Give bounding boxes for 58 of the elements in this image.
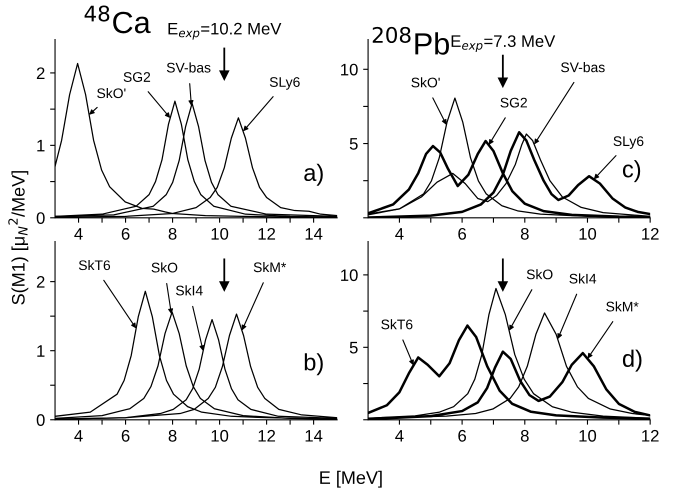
text: SV-bas xyxy=(561,62,605,72)
annotation: b) xyxy=(304,353,323,376)
x-tick-label: 10 xyxy=(212,430,228,442)
legend-label: SV-bas xyxy=(166,62,210,73)
x-tick-label: 10 xyxy=(579,430,596,442)
text: SkI4 xyxy=(569,273,596,284)
x-tick-label: 6 xyxy=(122,228,130,240)
text: SLy6 xyxy=(270,77,300,90)
text: $^{48}$Ca xyxy=(84,5,151,34)
x-tick-label: 14 xyxy=(306,430,322,442)
x-tick-label: 8 xyxy=(168,228,176,240)
x-tick-label: 4 xyxy=(395,228,404,240)
x-tick-label: 12 xyxy=(642,430,659,442)
text: SkT6 xyxy=(78,260,110,270)
y-tick-label: 2 xyxy=(36,276,44,288)
text: SLy6 xyxy=(614,136,644,149)
x-tick-label: 6 xyxy=(458,430,466,442)
annotation: d) xyxy=(622,350,642,372)
x-tick-label: 10 xyxy=(212,228,228,240)
annotation: a) xyxy=(304,164,323,186)
x-tick-label: 12 xyxy=(258,430,276,442)
x-tick-label: 12 xyxy=(642,228,659,240)
ref-line-label: E$_{exp}$=10.2 MeV xyxy=(168,22,282,40)
text: SkM* xyxy=(606,301,639,312)
series-label: SkI4 xyxy=(176,285,203,296)
y-tick-label: 10 xyxy=(341,269,358,282)
x-tick-label: 4 xyxy=(74,228,83,240)
y-tick-label: 0 xyxy=(36,212,45,224)
y-tick-label: 0 xyxy=(36,414,45,426)
text: SkM* xyxy=(254,262,286,272)
series-label: SkO' xyxy=(97,88,126,98)
text: SkT6 xyxy=(381,319,412,330)
annotation: $^{208}$Pb xyxy=(372,26,449,55)
text: SkO xyxy=(526,269,553,280)
annotation: c) xyxy=(622,160,640,182)
x-tick-label: 8 xyxy=(168,430,176,442)
ref-line-label: E$_{exp}$=7.3 MeV xyxy=(452,35,556,52)
y-tick-label: 1 xyxy=(37,345,45,357)
text: SkO xyxy=(152,262,178,273)
x-tick-label: 12 xyxy=(258,228,276,240)
x-tick-label: 10 xyxy=(579,228,596,240)
x-tick-label: 8 xyxy=(520,228,529,240)
x-axis-title: E [MeV] xyxy=(320,470,382,488)
y-tick-label: 2 xyxy=(36,67,44,79)
x-tick-label: 14 xyxy=(306,228,322,240)
y-tick-label: 10 xyxy=(341,64,358,76)
x-tick-label: 4 xyxy=(395,430,404,442)
text: SG2 xyxy=(124,72,150,82)
x-tick-label: 4 xyxy=(74,430,83,442)
y-tick-label: 1 xyxy=(37,140,45,152)
x-tick-label: 6 xyxy=(122,430,130,442)
y-tick-label: 5 xyxy=(350,138,358,150)
legend-label: SG2 xyxy=(500,98,527,108)
x-tick-label: 6 xyxy=(458,228,466,240)
series-label: SkO' xyxy=(411,77,440,88)
y-axis-title: S(M1) [μ$_{N}$$^{2}$/MeV] xyxy=(8,171,28,305)
y-tick-label: 5 xyxy=(350,342,358,354)
x-tick-label: 8 xyxy=(520,430,529,442)
